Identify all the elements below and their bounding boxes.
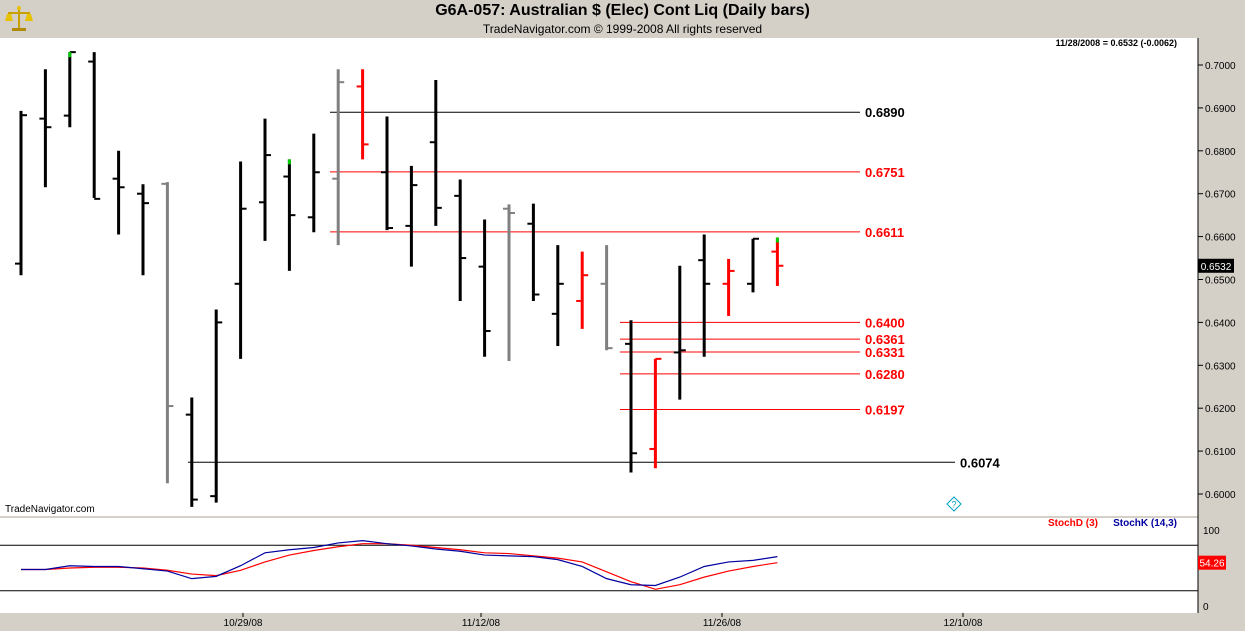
level-label: 0.6400	[865, 315, 905, 330]
ohlc-bar	[503, 204, 515, 362]
ohlc-bar	[234, 161, 247, 359]
help-icon[interactable]: ?	[946, 496, 962, 512]
chart-title: G6A-057: Australian $ (Elec) Cont Liq (D…	[435, 2, 810, 19]
level-label: 0.6890	[865, 105, 905, 120]
ohlc-bar	[210, 309, 223, 503]
ohlc-bar	[88, 52, 101, 200]
price-tick-label: 0.6000	[1205, 490, 1236, 501]
ohlc-bar	[15, 110, 27, 276]
ohlc-bar	[600, 245, 613, 351]
ohlc-bar	[356, 69, 369, 160]
level-label: 0.6280	[865, 367, 905, 382]
quote-readout: 11/28/2008 = 0.6532 (-0.0062)	[1056, 38, 1177, 48]
stoch-k-line	[21, 540, 778, 587]
level-label: 0.6751	[865, 165, 905, 180]
svg-text:?: ?	[951, 500, 956, 510]
stoch-legend-k: StochK (14,3)	[1113, 518, 1177, 529]
price-tick-label: 0.6400	[1205, 318, 1236, 329]
price-tick-label: 0.6700	[1205, 190, 1236, 201]
ohlc-bar	[161, 182, 174, 484]
ohlc-bar	[454, 179, 467, 301]
stoch-tick-label: 100	[1203, 526, 1220, 537]
ohlc-bar	[137, 184, 149, 276]
copyright: TradeNavigator.com © 1999-2008 All right…	[482, 22, 763, 36]
stoch-last-marker	[1198, 555, 1226, 570]
ohlc-bar	[673, 265, 686, 400]
level-label: 0.6197	[865, 402, 905, 417]
ohlc-bar	[527, 203, 540, 301]
price-tick-label: 0.6500	[1205, 276, 1236, 287]
ohlc-bar	[405, 165, 418, 267]
level-label: 0.6074	[960, 455, 1001, 470]
price-tick-label: 0.7000	[1205, 61, 1236, 72]
stoch-tick-label: 0	[1203, 602, 1209, 613]
date-label: 11/12/08	[462, 618, 501, 629]
ohlc-bar	[283, 159, 296, 271]
last-price-label: 0.6532	[1201, 262, 1232, 273]
ohlc-bar	[63, 51, 76, 128]
last-price-marker	[1198, 258, 1234, 273]
stoch-legend-d: StochD (3)	[1048, 518, 1098, 529]
ohlc-bar	[259, 118, 271, 241]
price-tick-label: 0.6300	[1205, 361, 1236, 372]
ohlc-bar	[649, 357, 662, 469]
ohlc-bar	[185, 397, 198, 507]
ohlc-bar	[771, 237, 784, 286]
date-label: 11/26/08	[703, 618, 742, 629]
ohlc-bar	[747, 237, 759, 293]
stoch-last-label: 54.26	[1199, 559, 1224, 570]
ohlc-bar	[625, 320, 637, 473]
price-tick-label: 0.6600	[1205, 233, 1236, 244]
price-tick-label: 0.6100	[1205, 447, 1236, 458]
ohlc-bar	[307, 133, 320, 233]
stoch-panel-bg	[0, 518, 1198, 613]
price-tick-label: 0.6900	[1205, 104, 1236, 115]
ohlc-bar	[478, 219, 491, 357]
ohlc-bar	[381, 116, 393, 231]
ohlc-bar	[112, 150, 125, 235]
price-tick-label: 0.6200	[1205, 404, 1236, 415]
gold-scales-icon	[5, 6, 33, 31]
watermark: TradeNavigator.com	[5, 504, 95, 515]
ohlc-bar	[551, 245, 564, 346]
ohlc-bar	[39, 69, 52, 188]
level-label: 0.6361	[865, 332, 905, 347]
header: G6A-057: Australian $ (Elec) Cont Liq (D…	[0, 0, 1245, 38]
date-label: 10/29/08	[224, 618, 263, 629]
price-tick-label: 0.6800	[1205, 147, 1236, 158]
level-label: 0.6331	[865, 345, 905, 360]
ohlc-bar	[576, 251, 589, 329]
ohlc-bar	[698, 234, 711, 357]
ohlc-bar	[332, 69, 345, 246]
level-label: 0.6611	[865, 225, 904, 240]
ohlc-bar	[722, 258, 735, 316]
ohlc-bar	[429, 80, 442, 226]
price-panel-bg	[0, 38, 1198, 516]
date-label: 12/10/08	[944, 618, 983, 629]
